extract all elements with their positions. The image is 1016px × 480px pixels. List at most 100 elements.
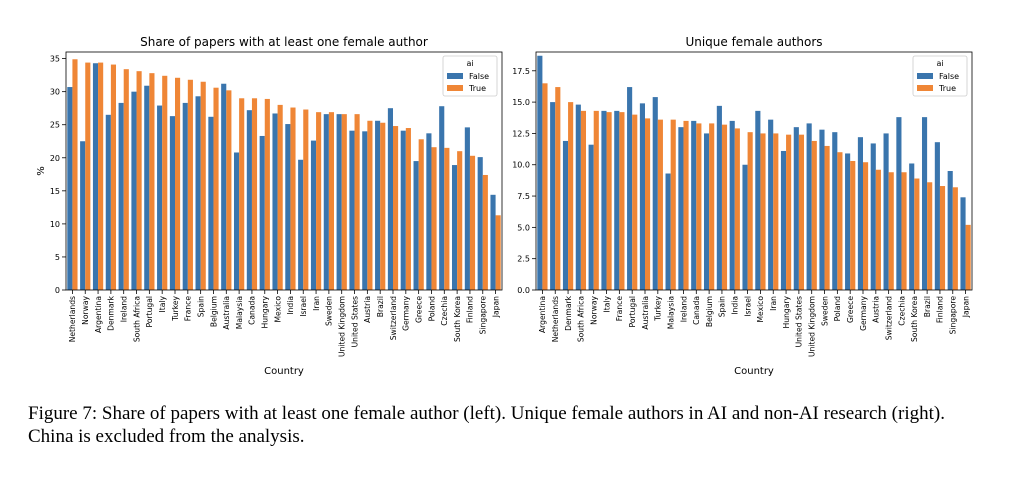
bar-false-belgium xyxy=(703,133,710,290)
legend-swatch-false xyxy=(447,73,463,79)
bar-true-united-kingdom xyxy=(341,114,347,290)
bar-false-brazil xyxy=(375,120,381,290)
bar-false-netherlands xyxy=(67,87,73,290)
bar-false-czechia xyxy=(896,117,902,290)
bar-true-mexico xyxy=(760,133,766,290)
x-tick-label: United Kingdom xyxy=(338,296,347,357)
bar-true-canada xyxy=(251,98,258,290)
x-tick-label: Poland xyxy=(427,296,436,322)
bar-false-spain xyxy=(716,105,722,290)
bar-false-south-korea xyxy=(909,163,915,290)
bar-true-austria xyxy=(875,169,881,290)
legend-swatch-true xyxy=(447,85,463,91)
x-tick-label: Norway xyxy=(590,295,599,324)
x-tick-label: Belgium xyxy=(705,296,714,327)
bar-false-poland xyxy=(426,133,432,290)
bar-true-south-africa xyxy=(580,110,587,291)
bar-false-poland xyxy=(832,132,838,290)
bar-true-india xyxy=(734,128,740,290)
legend-swatch-false xyxy=(917,73,933,79)
bar-true-argentina xyxy=(542,83,548,290)
bar-false-united-states xyxy=(349,130,355,290)
bar-false-india xyxy=(285,124,291,290)
y-tick-label: 0.0 xyxy=(517,286,530,295)
x-tick-label: Switzerland xyxy=(389,296,398,340)
legend: ai False True xyxy=(912,55,968,97)
bar-false-denmark xyxy=(105,114,111,290)
bar-true-australia xyxy=(645,118,651,290)
bar-true-singapore xyxy=(952,187,958,290)
y-tick-label: 7.5 xyxy=(517,192,530,201)
bar-true-france xyxy=(619,112,625,290)
y-tick-label: 35 xyxy=(50,55,60,64)
bar-true-denmark xyxy=(110,64,117,290)
x-tick-label: Singapore xyxy=(479,296,488,335)
bar-true-malaysia xyxy=(670,119,676,290)
x-tick-label: Hungary xyxy=(261,296,270,329)
x-tick-label: Germany xyxy=(402,295,411,330)
bar-false-singapore xyxy=(947,171,953,290)
bar-false-singapore xyxy=(477,157,483,290)
figure-panels: Share of papers with at least one female… xyxy=(36,35,973,377)
chart-title: Unique female authors xyxy=(685,35,822,49)
x-tick-label: Israel xyxy=(743,296,752,317)
legend-label-true: True xyxy=(938,84,956,93)
bar-false-argentina xyxy=(92,63,99,290)
y-tick-label: 5 xyxy=(55,253,60,262)
bar-false-finland xyxy=(464,127,470,291)
x-tick-label: Switzerland xyxy=(884,296,893,340)
bar-false-portugal xyxy=(627,87,633,290)
bar-true-sweden xyxy=(824,145,830,290)
x-tick-label: India xyxy=(286,296,295,315)
bar-true-united-states xyxy=(354,114,360,290)
x-tick-label: Denmark xyxy=(564,295,573,331)
chart-title: Share of papers with at least one female… xyxy=(140,35,428,49)
x-tick-label: Mexico xyxy=(273,296,282,323)
x-axis-label: Country xyxy=(734,366,774,377)
x-tick-label: Finland xyxy=(466,296,475,323)
x-tick-label: Iran xyxy=(769,296,778,311)
bar-true-netherlands xyxy=(555,87,561,290)
bar-true-czechia xyxy=(901,172,907,290)
bar-true-sweden xyxy=(328,112,335,290)
x-tick-label: Australia xyxy=(222,296,231,330)
bar-false-iran xyxy=(310,140,317,290)
chart-panel-1: Share of papers with at least one female… xyxy=(36,35,503,377)
bar-true-mexico xyxy=(277,104,283,290)
bar-false-italy xyxy=(601,110,607,291)
bar-false-sweden xyxy=(819,129,825,290)
bar-true-greece xyxy=(418,139,424,290)
bar-false-ireland xyxy=(118,102,124,290)
bar-false-south-korea xyxy=(451,165,458,290)
x-tick-label: India xyxy=(731,296,740,315)
bar-false-greece xyxy=(413,161,419,290)
x-tick-label: Argentina xyxy=(538,296,547,333)
x-tick-label: Denmark xyxy=(107,295,116,331)
x-tick-label: Czechia xyxy=(440,296,449,326)
x-tick-label: Japan xyxy=(961,296,970,318)
bar-false-israel xyxy=(298,159,304,290)
x-tick-label: Austria xyxy=(363,296,372,323)
x-tick-label: Spain xyxy=(196,296,205,317)
bar-true-united-states xyxy=(798,134,805,290)
legend-label-true: True xyxy=(468,84,486,93)
bar-false-switzerland xyxy=(883,133,889,290)
y-tick-label: 5.0 xyxy=(517,223,530,232)
bar-false-norway xyxy=(588,144,594,290)
x-tick-label: Mexico xyxy=(756,296,765,323)
plot-frame xyxy=(65,51,503,291)
x-tick-label: Singapore xyxy=(949,296,958,335)
bar-true-canada xyxy=(696,123,702,291)
x-tick-label: United States xyxy=(795,296,804,347)
bar-false-austria xyxy=(870,143,876,290)
bar-true-germany xyxy=(405,128,411,290)
x-tick-label: Poland xyxy=(833,296,842,322)
bar-false-malaysia xyxy=(233,152,240,290)
bar-false-canada xyxy=(246,110,252,291)
x-tick-label: South Korea xyxy=(910,296,919,342)
y-tick-label: 0 xyxy=(55,286,60,295)
x-tick-label: France xyxy=(615,296,624,322)
bar-false-australia xyxy=(221,83,227,290)
x-tick-label: Portugal xyxy=(628,296,637,327)
bar-false-argentina xyxy=(537,55,543,291)
